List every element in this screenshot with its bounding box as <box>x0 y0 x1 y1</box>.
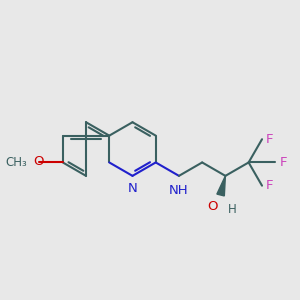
Text: O: O <box>33 155 44 168</box>
Text: O: O <box>207 200 218 213</box>
Text: N: N <box>128 182 137 195</box>
Text: F: F <box>266 133 273 146</box>
Polygon shape <box>217 176 225 196</box>
Text: H: H <box>228 203 237 216</box>
Text: NH: NH <box>169 184 189 196</box>
Text: F: F <box>266 179 273 192</box>
Text: F: F <box>279 156 287 169</box>
Text: CH₃: CH₃ <box>5 156 27 169</box>
